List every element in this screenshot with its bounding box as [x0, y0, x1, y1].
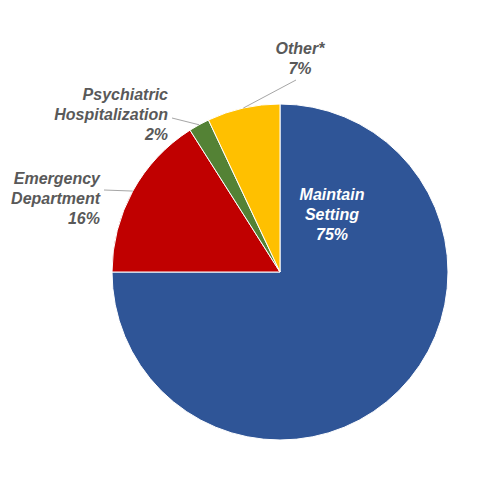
category-text: Department: [11, 190, 101, 207]
slice-label: Other* 7%: [276, 40, 326, 77]
slice-label: Maintain Setting 75%: [300, 186, 365, 243]
value-label: 7%: [288, 60, 311, 77]
chart-container: Maintain Setting 75% Emergency Department 16%…: [0, 0, 480, 480]
category-text: Hospitalization: [54, 106, 168, 123]
slice-label: Psychiatric Hospitalization 2%: [54, 86, 168, 143]
pie-slice: [112, 104, 448, 440]
leader-line: [104, 190, 133, 191]
value-label: 75%: [316, 226, 348, 243]
category-text: Other*: [276, 40, 326, 57]
pie-slice: [208, 104, 280, 272]
value-label: 16%: [68, 210, 100, 227]
slice-label: Emergency Department 16%: [11, 170, 101, 227]
pie-chart: Maintain Setting 75% Emergency Department 16%…: [0, 0, 480, 480]
category-text: Setting: [305, 206, 359, 223]
category-text: Emergency: [14, 170, 101, 187]
slices: [112, 104, 448, 440]
leader-line: [172, 118, 199, 125]
category-text: Psychiatric: [83, 86, 168, 103]
labels: Maintain Setting 75% Emergency Department 16%…: [11, 40, 365, 243]
leader-line: [243, 80, 296, 108]
value-label: 2%: [144, 126, 168, 143]
category-text: Maintain: [300, 186, 365, 203]
